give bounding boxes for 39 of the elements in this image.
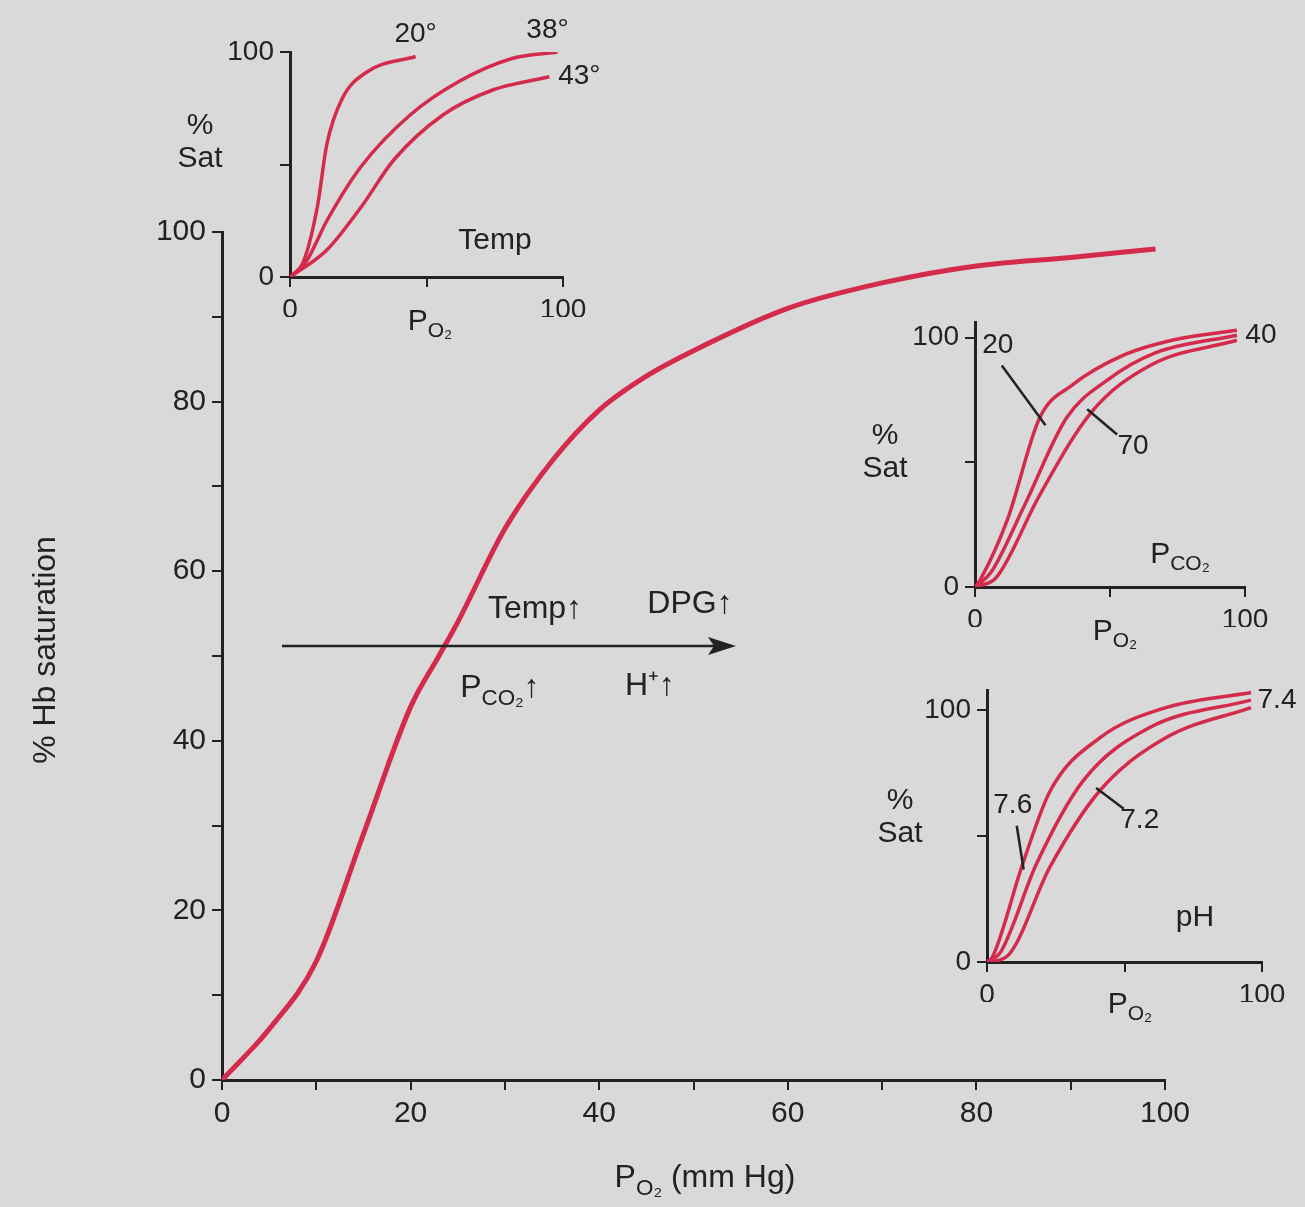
series-label: 43°	[558, 59, 601, 91]
y-tick-label: 0	[943, 569, 959, 601]
series-label: 70	[1117, 429, 1149, 461]
y-tick-label: 100	[155, 213, 206, 247]
x-axis-title: P$_{O₂}$	[407, 302, 453, 342]
annotation: pH	[1175, 898, 1215, 932]
annotation: P$_{CO₂}$	[1150, 535, 1210, 575]
x-axis-title: P$_{O₂}$ (mm Hg)	[614, 1158, 796, 1201]
y-tick-label: 20	[172, 891, 206, 925]
series-label: 40	[1245, 317, 1277, 349]
annotation: H⁺↑	[624, 666, 676, 703]
annotation: Temp	[458, 221, 532, 255]
x-tick-label: 60	[771, 1095, 805, 1129]
y-tick-label: 80	[172, 382, 206, 416]
y-axis-title: % Sat	[876, 782, 924, 848]
y-tick-label: 60	[172, 552, 206, 586]
x-tick-label: 40	[582, 1095, 616, 1129]
y-axis-title: % Sat	[176, 107, 224, 173]
x-tick-label: 20	[393, 1095, 428, 1129]
x-tick-label: 0	[213, 1095, 231, 1129]
x-axis-title: P$_{O₂}$	[1092, 612, 1138, 652]
annotation: DPG↑	[647, 584, 733, 621]
y-axis-title: % Sat	[861, 417, 909, 483]
y-tick-label: 100	[924, 692, 971, 724]
x-tick-label: 100	[1139, 1095, 1191, 1129]
y-tick-label: 0	[955, 944, 971, 976]
series-label: 38°	[526, 12, 569, 44]
annotation: Temp↑	[487, 589, 583, 626]
series-label: 7.2	[1120, 803, 1160, 835]
y-tick-label: 100	[912, 320, 959, 352]
series-label: 20°	[394, 17, 437, 49]
series-label: 20	[982, 328, 1014, 360]
x-axis-title: P$_{O₂}$	[1107, 985, 1153, 1025]
y-tick-label: 40	[172, 722, 206, 756]
y-axis-title: % Hb saturation	[26, 536, 63, 764]
y-tick-label: 0	[189, 1061, 206, 1095]
series-label: 7.6	[993, 788, 1033, 820]
annotation: P$_{CO₂}$↑	[460, 668, 540, 711]
series-label: 7.4	[1257, 682, 1297, 714]
